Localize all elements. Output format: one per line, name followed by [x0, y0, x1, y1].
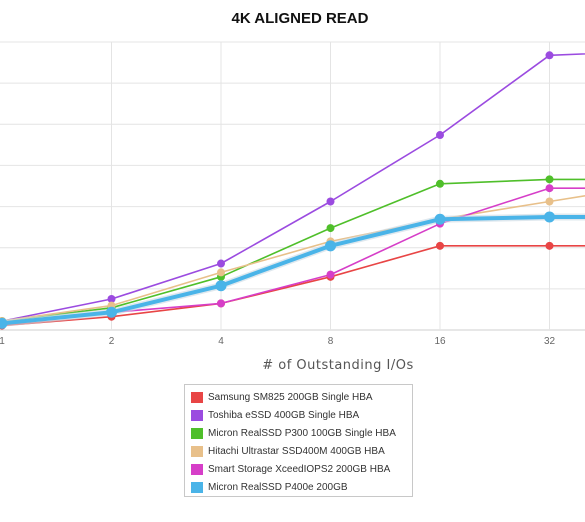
legend-item: Micron RealSSD P400e 200GB — [191, 478, 412, 496]
data-point — [545, 241, 554, 250]
legend-label: Micron RealSSD P300 100GB Single HBA — [208, 427, 396, 439]
data-point — [217, 259, 225, 268]
x-tick-label: 1 — [0, 336, 5, 347]
data-point — [217, 299, 225, 308]
legend-item: Smart Storage XceedIOPS2 200GB HBA — [191, 460, 412, 478]
legend-item: Toshiba eSSD 400GB Single HBA — [191, 406, 412, 424]
x-axis-ticks: 1 2 4 8 16 32 — [0, 336, 555, 347]
data-point — [217, 268, 225, 277]
series-line-shadow — [1, 213, 585, 327]
legend-swatch — [191, 445, 203, 457]
data-point — [326, 224, 335, 233]
data-point — [434, 213, 446, 225]
x-tick-label: 4 — [218, 336, 224, 347]
x-tick-label: 2 — [109, 336, 115, 347]
data-point — [545, 184, 554, 193]
data-point — [326, 197, 335, 206]
data-point — [326, 270, 335, 279]
series-line — [1, 215, 585, 326]
x-tick-label: 32 — [544, 336, 556, 347]
data-point — [436, 131, 444, 140]
legend-label: Toshiba eSSD 400GB Single HBA — [208, 409, 360, 421]
data-point — [544, 211, 555, 223]
legend-label: Smart Storage XceedIOPS2 200GB HBA — [208, 463, 391, 475]
series-line — [1, 53, 585, 322]
legend-swatch — [191, 463, 203, 475]
x-tick-label: 16 — [434, 336, 446, 347]
data-point — [107, 294, 116, 303]
data-point — [545, 197, 554, 206]
legend-item: Hitachi Ultrastar SSD400M 400GB HBA — [191, 442, 412, 460]
data-point — [325, 240, 336, 252]
data-point — [545, 51, 554, 60]
x-axis-label: # of Outstanding I/Os — [262, 358, 414, 373]
legend-label: Micron RealSSD P400e 200GB — [208, 481, 348, 493]
legend-label: Samsung SM825 200GB Single HBA — [208, 391, 373, 403]
data-point — [0, 317, 8, 329]
data-point — [436, 179, 444, 188]
legend-swatch — [191, 481, 203, 493]
chart-title: 4K ALIGNED READ — [232, 10, 369, 27]
legend-swatch — [191, 409, 203, 421]
grid — [0, 41, 585, 331]
legend-item: Samsung SM825 200GB Single HBA — [191, 388, 412, 406]
series-lines — [1, 53, 585, 327]
legend-swatch — [191, 391, 203, 403]
data-point — [545, 175, 554, 184]
data-point — [436, 241, 444, 250]
legend-item: Micron RealSSD P300 100GB Single HBA — [191, 424, 412, 442]
x-tick-label: 8 — [328, 336, 334, 347]
series-points — [0, 51, 555, 330]
data-point — [106, 306, 117, 318]
legend-swatch — [191, 427, 203, 439]
data-point — [215, 280, 227, 292]
legend: Samsung SM825 200GB Single HBA Toshiba e… — [184, 384, 413, 497]
series-line — [1, 178, 585, 322]
legend-label: Hitachi Ultrastar SSD400M 400GB HBA — [208, 445, 385, 457]
